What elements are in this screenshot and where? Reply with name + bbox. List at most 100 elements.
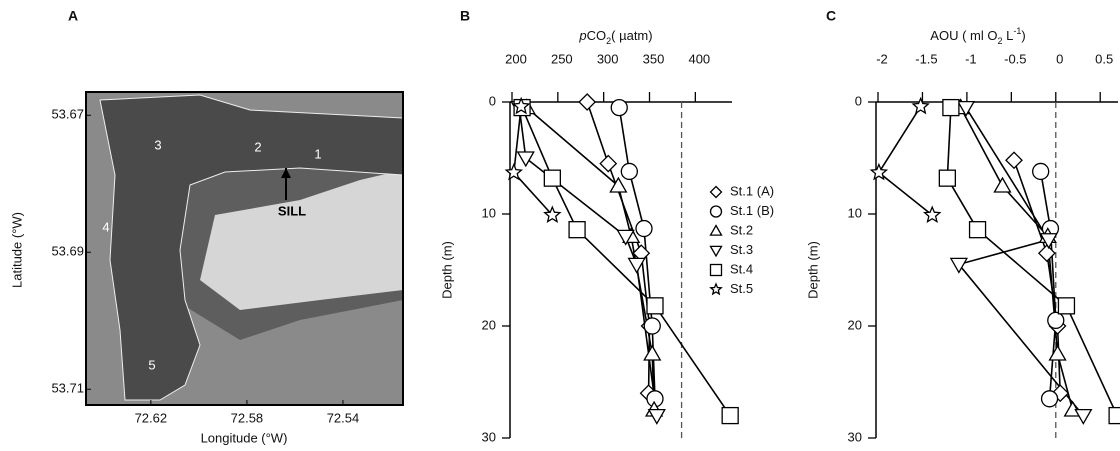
label-part: AOU ( ml O bbox=[930, 28, 997, 43]
marker bbox=[709, 282, 723, 296]
region-label: 1 bbox=[314, 146, 321, 161]
region-label: 4 bbox=[102, 219, 109, 234]
marker bbox=[1032, 162, 1050, 181]
marker bbox=[609, 176, 628, 193]
sill-label: SILL bbox=[278, 203, 306, 218]
marker bbox=[923, 205, 942, 223]
marker bbox=[627, 257, 646, 274]
legend-label: St.4 bbox=[730, 261, 753, 276]
sill-arrowhead bbox=[281, 168, 291, 178]
legend-label: St.1 (A) bbox=[730, 183, 774, 198]
y-tick-label: 0 bbox=[489, 93, 496, 108]
marker bbox=[869, 162, 889, 181]
marker bbox=[956, 100, 976, 117]
marker bbox=[610, 98, 628, 117]
y-tick-label: 53.67 bbox=[51, 107, 84, 122]
label-part: CO bbox=[587, 28, 607, 43]
profile-line bbox=[877, 106, 933, 216]
x-tick-label: 72.54 bbox=[327, 410, 360, 425]
label-part: 2 bbox=[997, 36, 1002, 46]
marker bbox=[1040, 390, 1059, 408]
marker bbox=[511, 96, 531, 115]
snow bbox=[200, 170, 403, 310]
region-label: 5 bbox=[148, 357, 155, 372]
marker bbox=[1039, 233, 1058, 250]
x-tick-label: 72.62 bbox=[135, 410, 168, 425]
marker bbox=[1108, 406, 1120, 425]
profile-line bbox=[946, 107, 1118, 416]
marker bbox=[643, 317, 661, 335]
marker bbox=[578, 93, 597, 111]
marker bbox=[568, 221, 586, 239]
y-axis-title: Depth (m) bbox=[439, 241, 454, 299]
x-axis-title: AOU ( ml O2 L-1) bbox=[930, 26, 1025, 46]
legend-label: St.3 bbox=[730, 242, 753, 257]
marker bbox=[543, 169, 561, 187]
y-tick-label: 53.69 bbox=[51, 244, 84, 259]
marker bbox=[1057, 297, 1076, 315]
x-tick-label: -1 bbox=[965, 51, 977, 66]
label-part: ( µatm) bbox=[611, 28, 652, 43]
marker bbox=[709, 224, 723, 236]
x-tick-label: 72.58 bbox=[231, 410, 264, 425]
marker bbox=[709, 263, 723, 277]
marker bbox=[993, 176, 1012, 193]
region-label: 3 bbox=[154, 137, 161, 152]
map-frame bbox=[85, 91, 404, 406]
y-axis-title: Latitude (°W) bbox=[9, 212, 24, 288]
x-tick-label: 0.5 bbox=[1095, 51, 1113, 66]
y-tick-label: 10 bbox=[848, 205, 862, 220]
marker bbox=[709, 245, 723, 258]
x-tick-label: 250 bbox=[551, 51, 573, 66]
y-tick-label: 20 bbox=[482, 317, 496, 332]
marker bbox=[709, 205, 723, 218]
marker bbox=[911, 96, 930, 115]
profile-line bbox=[957, 107, 1084, 417]
marker bbox=[709, 185, 723, 199]
x-tick-label: 300 bbox=[597, 51, 619, 66]
label-part: L bbox=[1002, 28, 1013, 43]
label-part: -1 bbox=[1013, 26, 1021, 36]
marker bbox=[938, 169, 956, 187]
map-image bbox=[85, 91, 404, 406]
label-part: p bbox=[578, 28, 586, 43]
panel-letter: A bbox=[68, 8, 78, 24]
marker bbox=[1047, 311, 1065, 330]
x-tick-label: -1.5 bbox=[915, 51, 937, 66]
legend-label: St.2 bbox=[730, 222, 753, 237]
marker bbox=[616, 229, 635, 246]
y-tick-label: 20 bbox=[848, 317, 862, 332]
y-tick-label: 0 bbox=[855, 93, 862, 108]
y-axis-title: Depth (m) bbox=[805, 241, 820, 299]
x-tick-label: 350 bbox=[643, 51, 665, 66]
marker bbox=[1048, 344, 1067, 361]
y-tick-label: 10 bbox=[482, 205, 496, 220]
marker bbox=[543, 205, 562, 223]
label-part: ) bbox=[1021, 28, 1025, 43]
marker bbox=[504, 162, 524, 181]
marker bbox=[949, 257, 969, 274]
x-tick-label: 200 bbox=[505, 51, 527, 66]
marker bbox=[721, 406, 739, 425]
x-tick-label: -2 bbox=[876, 51, 888, 66]
x-tick-label: 400 bbox=[688, 51, 710, 66]
fjord bbox=[99, 94, 404, 401]
marker bbox=[599, 154, 618, 173]
marker bbox=[643, 344, 662, 361]
label-part: 2 bbox=[606, 36, 611, 46]
marker bbox=[620, 162, 638, 181]
y-tick-label: 53.71 bbox=[51, 381, 84, 396]
marker bbox=[647, 408, 666, 425]
marker bbox=[516, 151, 535, 168]
y-tick-label: 30 bbox=[848, 429, 862, 444]
x-axis-title: Longitude (°W) bbox=[201, 430, 288, 445]
region-label: 2 bbox=[254, 139, 261, 154]
x-tick-label: -0.5 bbox=[1004, 51, 1026, 66]
legend-label: St.5 bbox=[730, 281, 753, 296]
marker bbox=[942, 98, 960, 117]
panel-letter: C bbox=[826, 8, 836, 24]
marker bbox=[646, 297, 664, 315]
x-axis-title: pCO2( µatm) bbox=[578, 28, 652, 46]
panel-letter: B bbox=[460, 8, 470, 24]
